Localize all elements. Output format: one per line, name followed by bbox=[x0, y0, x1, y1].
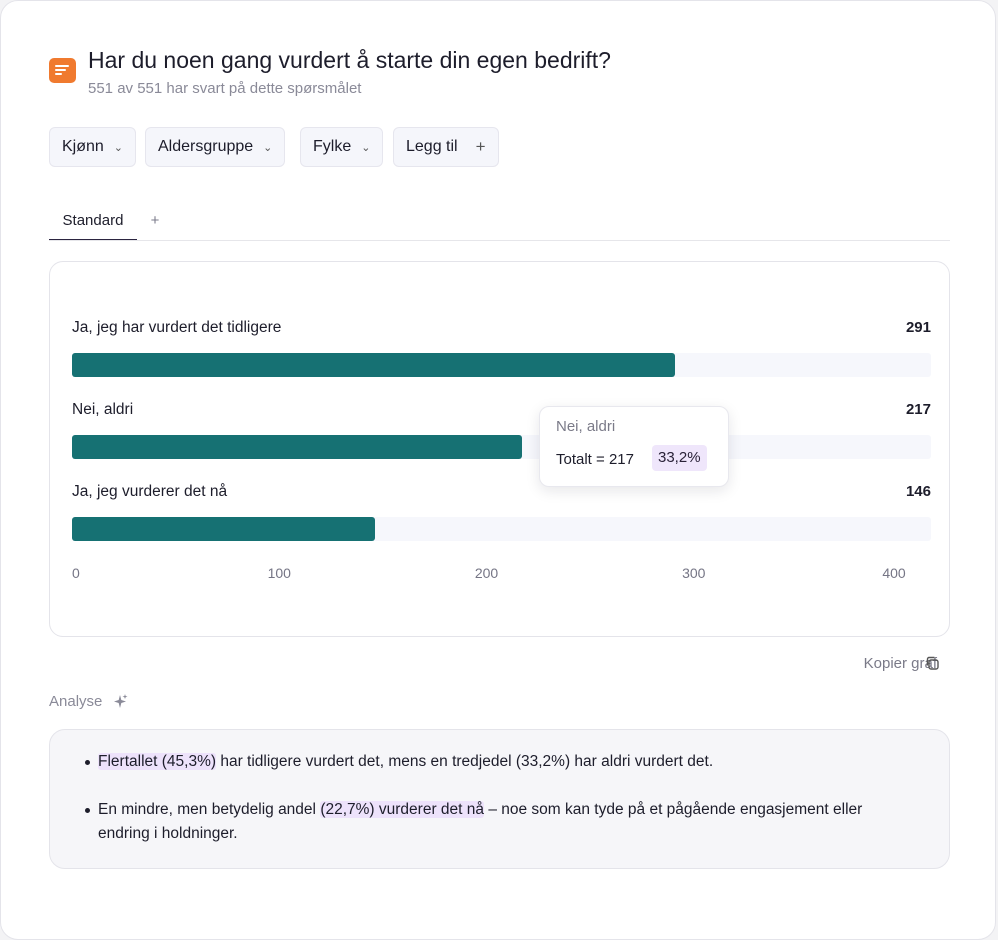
text-lines-icon bbox=[49, 58, 76, 83]
bar[interactable] bbox=[72, 517, 375, 541]
bar[interactable] bbox=[72, 353, 676, 377]
chevron-down-icon: ⌄ bbox=[263, 141, 273, 154]
add-filter-label: Legg til bbox=[406, 138, 458, 155]
bar-value-label: 217 bbox=[905, 401, 931, 418]
bar-label: Ja, jeg vurderer det nå bbox=[72, 483, 228, 500]
analysis-card: Flertallet (45,3%) har tidligere vurdert… bbox=[49, 729, 950, 869]
analysis-highlight: (22,7%) vurderer det nå bbox=[320, 801, 485, 818]
analysis-text: – noe som kan tyde på et pågående engasj… bbox=[98, 801, 863, 842]
sparkle-icon bbox=[114, 694, 128, 708]
bar-tooltip: Nei, aldri Totalt = 217 33,2% bbox=[539, 406, 729, 487]
x-tick-label: 400 bbox=[882, 565, 906, 581]
bar-track bbox=[72, 353, 931, 377]
analysis-heading: Analyse bbox=[49, 693, 103, 710]
bar-label: Nei, aldri bbox=[72, 401, 134, 418]
analysis-item: En mindre, men betydelig andel (22,7%) v… bbox=[85, 798, 898, 846]
x-tick-label: 300 bbox=[682, 565, 706, 581]
filter-county-button[interactable]: Fylke ⌄ bbox=[300, 127, 384, 167]
analysis-item: Flertallet (45,3%) har tidligere vurdert… bbox=[85, 750, 898, 774]
plus-icon: + bbox=[475, 137, 486, 156]
bar-value-label: 291 bbox=[905, 319, 931, 336]
filter-gender-label: Kjønn bbox=[62, 138, 104, 155]
analysis-text: En mindre, men betydelig andel bbox=[98, 801, 321, 818]
plus-icon[interactable]: + bbox=[150, 212, 160, 229]
chevron-down-icon: ⌄ bbox=[113, 141, 124, 154]
analysis-text: har tidligere vurdert det, mens en tredj… bbox=[216, 753, 714, 770]
tab-divider bbox=[49, 240, 950, 241]
filter-county-label: Fylke bbox=[313, 138, 352, 155]
tooltip-percent-badge: 33,2% bbox=[652, 445, 707, 471]
x-tick-label: 0 bbox=[72, 565, 80, 581]
bar-track bbox=[72, 517, 931, 541]
bar-track bbox=[72, 435, 931, 459]
add-filter-button[interactable]: Legg til + bbox=[393, 127, 499, 167]
analysis-highlight: Flertallet (45,3%) bbox=[98, 753, 217, 770]
copy-chart-button[interactable]: Kopier graf bbox=[863, 655, 937, 672]
bar-value-label: 146 bbox=[905, 483, 931, 500]
bar-chart: Ja, jeg har vurdert det tidligere 291 Ne… bbox=[49, 261, 950, 637]
filter-gender-button[interactable]: Kjønn ⌄ bbox=[49, 127, 137, 167]
bar[interactable] bbox=[72, 435, 522, 459]
filter-age-group-button[interactable]: Aldersgruppe ⌄ bbox=[145, 127, 286, 167]
page-title: Har du noen gang vurdert å starte din eg… bbox=[88, 47, 611, 73]
x-tick-label: 200 bbox=[474, 565, 499, 581]
copy-icon[interactable] bbox=[925, 656, 939, 670]
tab-standard[interactable]: Standard bbox=[49, 202, 137, 241]
x-tick-label: 100 bbox=[267, 565, 291, 581]
chevron-down-icon: ⌄ bbox=[361, 141, 371, 154]
tooltip-total: Totalt = 217 bbox=[556, 451, 634, 468]
tooltip-title: Nei, aldri bbox=[556, 418, 616, 435]
filter-age-group-label: Aldersgruppe bbox=[158, 138, 254, 155]
bar-label: Ja, jeg har vurdert det tidligere bbox=[72, 319, 282, 336]
response-count: 551 av 551 har svart på dette spørsmålet bbox=[88, 80, 362, 97]
